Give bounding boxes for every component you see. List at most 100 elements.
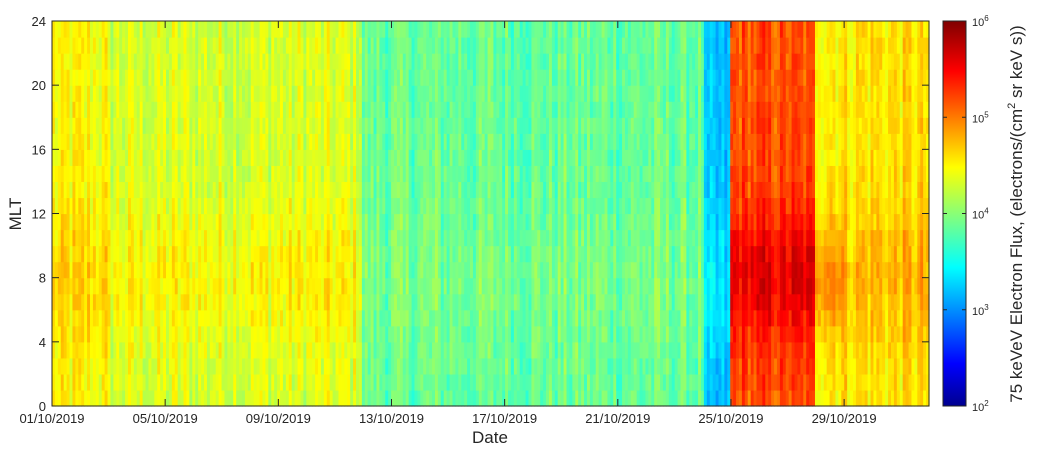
heatmap-cell [271,341,275,359]
heatmap-cell [136,309,141,327]
heatmap-cell [478,197,483,215]
heatmap-cell [630,149,635,166]
heatmap-cell [426,245,430,263]
heatmap-cell [204,213,208,231]
heatmap-cell [516,69,521,86]
heatmap-cell [519,357,524,375]
heatmap-cell [353,85,357,102]
heatmap-cell [452,325,457,343]
heatmap-cell [145,101,150,118]
heatmap-cell [183,101,188,118]
heatmap-cell [627,277,632,295]
heatmap-cell [402,197,407,215]
heatmap-cell [586,261,591,279]
heatmap-cell [481,325,486,343]
heatmap-cell [242,133,246,150]
heatmap-cell [399,389,404,407]
heatmap-cell [534,53,538,70]
heatmap-cell [128,69,132,86]
heatmap-cell [388,293,392,311]
heatmap-cell [221,277,226,295]
heatmap-cell [440,373,445,391]
heatmap-cell [201,373,205,391]
heatmap-cell [654,373,658,391]
heatmap-cell [472,85,477,102]
heatmap-cell [63,357,68,375]
heatmap-cell [604,309,609,327]
heatmap-cell [402,213,407,231]
heatmap-cell [306,309,310,327]
heatmap-cell [177,373,182,391]
heatmap-cell [54,149,59,166]
heatmap-cell [288,85,293,102]
heatmap-cell [575,245,579,263]
heatmap-cell [396,357,401,375]
heatmap-cell [239,325,243,343]
heatmap-cell [145,389,150,407]
heatmap-cell [563,277,568,295]
heatmap-cell [277,165,281,183]
heatmap-cell [78,69,82,86]
heatmap-cell [554,117,559,134]
heatmap-cell [391,341,395,359]
heatmap-cell [499,293,503,311]
heatmap-cell [212,53,217,70]
heatmap-cell [154,149,158,166]
heatmap-cell [262,181,266,199]
heatmap-cell [624,325,629,343]
heatmap-cell [429,277,433,295]
heatmap-cell [452,197,457,215]
heatmap-cell [318,181,322,199]
heatmap-cell [516,117,521,134]
heatmap-cell [543,245,547,263]
heatmap-cell [329,293,334,311]
heatmap-cell [496,165,500,183]
heatmap-cell [525,293,530,311]
heatmap-cell [391,389,395,407]
heatmap-cell [212,85,217,102]
heatmap-cell [420,69,424,86]
heatmap-cell [353,373,357,391]
heatmap-cell [168,85,173,102]
heatmap-cell [361,213,366,231]
heatmap-cell [285,85,290,102]
heatmap-cell [206,213,211,231]
heatmap-cell [244,101,249,118]
heatmap-cell [224,101,228,118]
heatmap-cell [624,69,629,86]
heatmap-cell [204,389,208,407]
heatmap-cell [244,293,249,311]
heatmap-cell [271,197,275,215]
heatmap-cell [642,37,647,54]
heatmap-cell [52,357,56,375]
heatmap-cell [405,53,410,70]
heatmap-cell [534,261,538,279]
heatmap-cell [461,133,465,150]
heatmap-cell [183,69,188,86]
heatmap-cell [569,389,573,407]
heatmap-cell [566,341,571,359]
heatmap-cell [505,117,509,134]
heatmap-cell [151,277,155,295]
heatmap-cell [277,389,281,407]
heatmap-cell [98,117,103,134]
heatmap-cell [622,181,626,199]
heatmap-cell [470,181,474,199]
heatmap-cell [221,197,226,215]
heatmap-cell [396,277,401,295]
heatmap-cell [125,117,129,134]
heatmap-cell [294,197,299,215]
heatmap-cell [148,293,152,311]
heatmap-cell [212,117,217,134]
heatmap-cell [586,197,591,215]
heatmap-cell [318,245,322,263]
heatmap-cell [233,101,237,118]
heatmap-cell [557,373,562,391]
heatmap-cell [280,277,284,295]
heatmap-cell [607,181,611,199]
heatmap-cell [408,181,413,199]
heatmap-cell [455,277,459,295]
heatmap-cell [657,229,661,247]
heatmap-cell [157,101,161,118]
heatmap-cell [81,389,85,407]
